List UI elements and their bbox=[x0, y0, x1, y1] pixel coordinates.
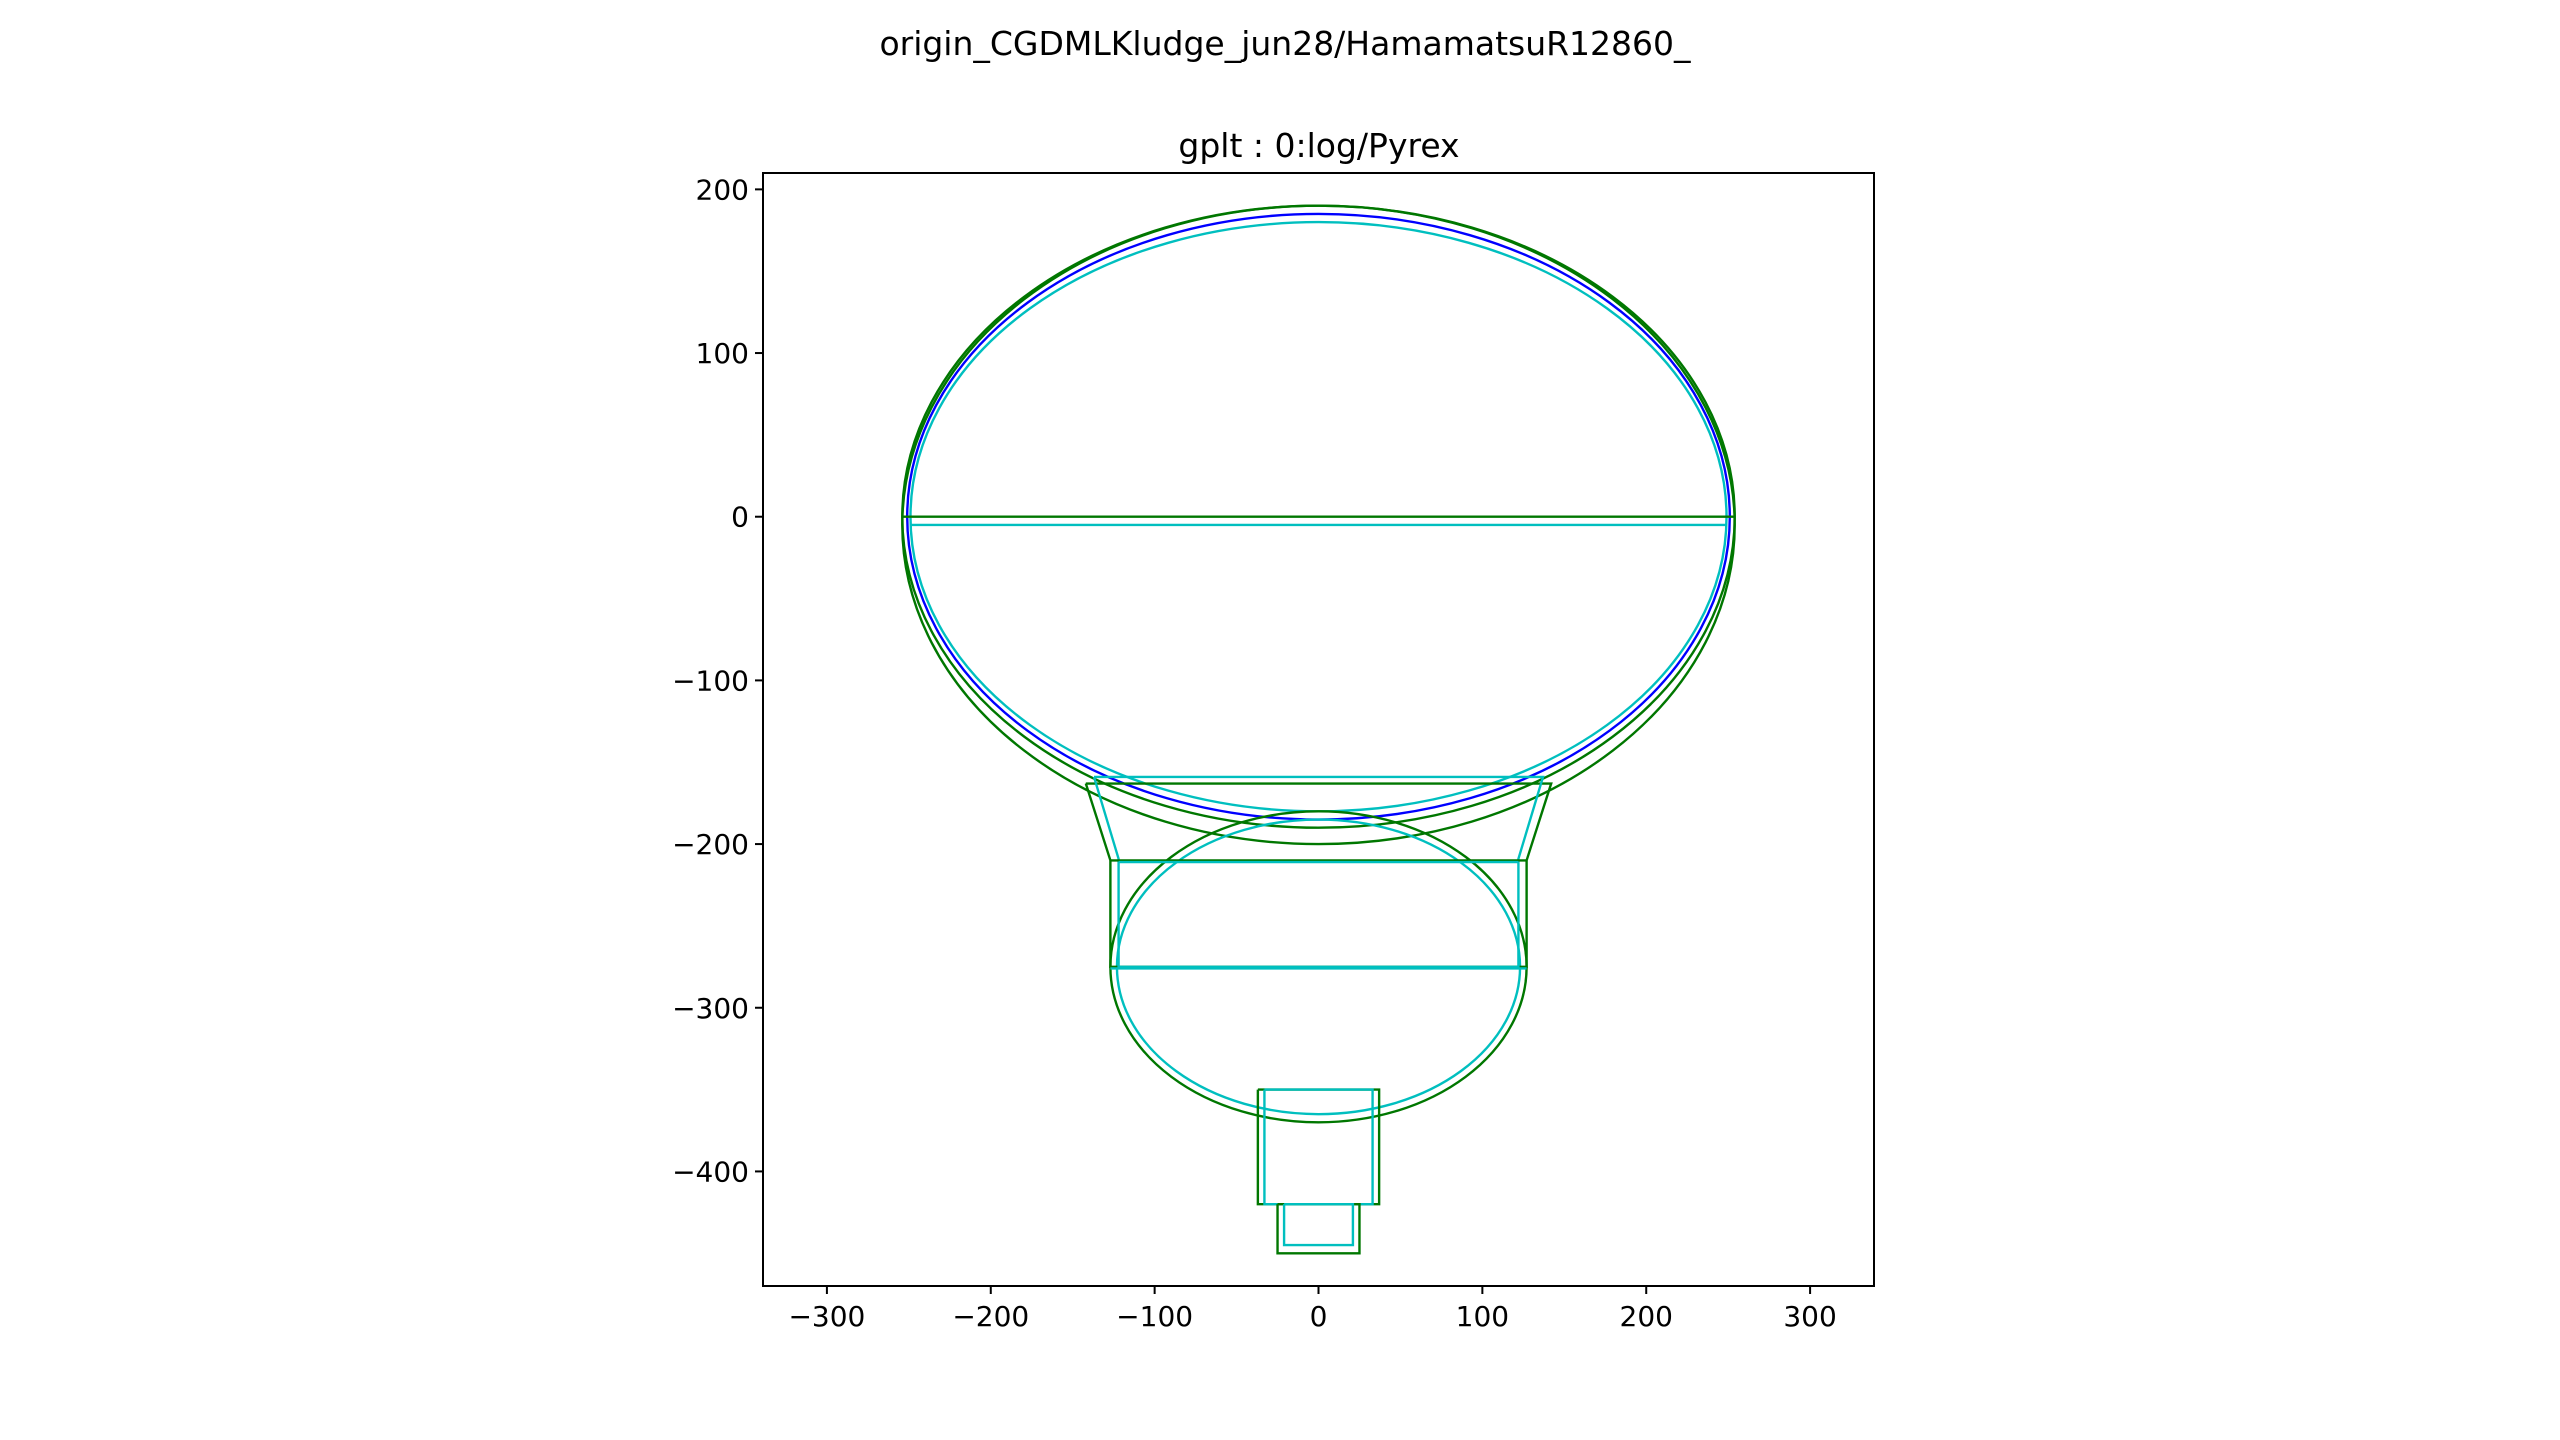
x-tick-label: −100 bbox=[1116, 1300, 1193, 1333]
x-tick-label: 300 bbox=[1783, 1300, 1836, 1333]
polyline-outline-cyan-10 bbox=[1282, 1202, 1355, 1247]
x-tick-label: −200 bbox=[952, 1300, 1029, 1333]
y-tick-label: −100 bbox=[672, 664, 749, 697]
x-axis: −300 −200 −100 0 100 200 300 bbox=[788, 1286, 1837, 1333]
axes-title: gplt : 0:log/Pyrex bbox=[1178, 126, 1459, 165]
axes-frame bbox=[762, 172, 1875, 1287]
y-tick-label: −200 bbox=[672, 828, 749, 861]
figure-suptitle: origin_CGDMLKludge_jun28/HamamatsuR12860… bbox=[879, 24, 1691, 63]
y-tick-label: 0 bbox=[731, 501, 749, 534]
plot-area bbox=[762, 172, 1875, 1287]
polyline-outline-cyan-3 bbox=[1092, 775, 1545, 969]
x-tick-label: 200 bbox=[1620, 1300, 1673, 1333]
y-axis: 200 100 0 −100 −200 −300 −400 bbox=[672, 173, 763, 1188]
x-tick-label: 100 bbox=[1456, 1300, 1509, 1333]
y-tick-label: 100 bbox=[696, 337, 749, 370]
y-tick-label: 200 bbox=[696, 173, 749, 206]
polyline-outline-green-7 bbox=[1256, 1088, 1381, 1206]
geometry-outlines bbox=[901, 204, 1736, 1255]
x-tick-label: 0 bbox=[1310, 1300, 1328, 1333]
x-tick-label: −300 bbox=[788, 1300, 865, 1333]
y-tick-label: −400 bbox=[672, 1155, 749, 1188]
polyline-outline-cyan-8 bbox=[1263, 1088, 1374, 1206]
y-tick-label: −300 bbox=[672, 992, 749, 1025]
